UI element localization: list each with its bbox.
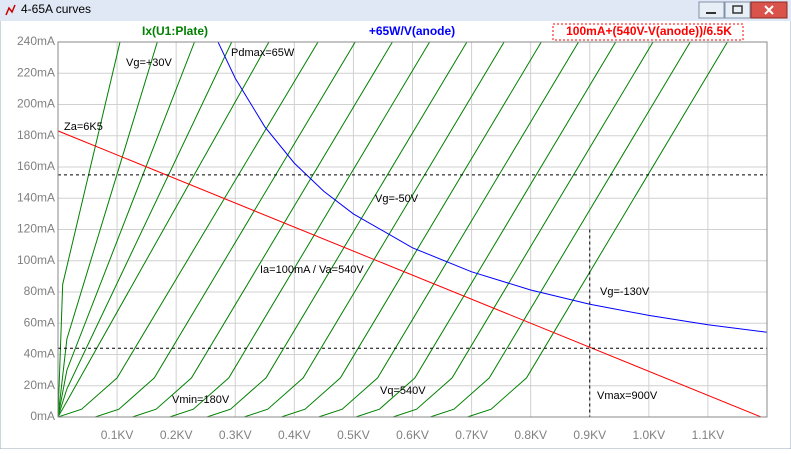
labels: 0.1KV 0.2KV 0.3KV 0.4KV 0.5KV 0.6KV 0.7KV 0.8KV… — [17, 23, 744, 442]
annotation: Vg=+30V — [126, 57, 173, 69]
y-tick-label: 60mA — [24, 315, 55, 329]
plate-curve — [58, 42, 270, 417]
close-icon — [764, 5, 774, 15]
minimize-button[interactable] — [698, 1, 725, 19]
x-tick-label: 0.3KV — [219, 428, 252, 442]
y-tick-label: 160mA — [17, 159, 55, 173]
x-tick-label: 0.1KV — [101, 428, 134, 442]
x-tick-label: 0.4KV — [278, 428, 311, 442]
y-tick-label: 220mA — [17, 65, 55, 79]
plate-curve — [467, 42, 728, 417]
y-tick-label: 140mA — [17, 190, 55, 204]
y-tick-label: 40mA — [24, 347, 55, 361]
annotation: Vg=-50V — [375, 193, 419, 205]
traces — [58, 42, 767, 417]
x-tick-label: 0.7KV — [455, 428, 488, 442]
app-icon — [5, 4, 16, 16]
plate-curve — [281, 42, 542, 417]
plate-curve — [58, 42, 233, 417]
plate-curve — [95, 42, 356, 417]
plate-curve — [206, 42, 468, 417]
x-tick-label: 0.9KV — [573, 428, 606, 442]
legend-entry: Ix(U1:Plate) — [142, 24, 208, 38]
y-tick-label: 180mA — [17, 128, 55, 142]
y-tick-label: 100mA — [17, 253, 55, 267]
restore-icon — [732, 5, 743, 14]
x-tick-label: 0.5KV — [337, 428, 370, 442]
y-tick-label: 0mA — [30, 409, 55, 423]
plate-curve — [169, 42, 431, 417]
restore-button[interactable] — [724, 1, 751, 19]
plate-curve — [355, 42, 617, 417]
x-tick-label: 1.0KV — [632, 428, 665, 442]
legend-entry: 100mA+(540V-V(anode))/6.5K — [566, 24, 732, 38]
x-tick-label: 0.8KV — [514, 428, 547, 442]
plate-curve — [318, 42, 579, 417]
window-buttons — [698, 1, 788, 19]
legend-entry: +65W/V(anode) — [369, 24, 455, 38]
y-tick-label: 200mA — [17, 97, 55, 111]
trace — [58, 130, 763, 417]
plate-curve — [392, 42, 654, 417]
annotation: Pdmax=65W — [231, 47, 295, 59]
x-tick-label: 1.1KV — [692, 428, 725, 442]
y-tick-label: 80mA — [24, 284, 55, 298]
trace — [217, 42, 767, 333]
window-title: 4-65A curves — [21, 2, 91, 16]
x-tick-label: 0.2KV — [160, 428, 193, 442]
annotation: Vmin=180V — [172, 394, 230, 406]
plate-curve — [430, 42, 691, 417]
y-tick-label: 240mA — [17, 34, 55, 48]
plate-curve — [243, 42, 505, 417]
plot-frame — [57, 41, 768, 418]
plate-curve — [58, 42, 319, 417]
x-tick-label: 0.6KV — [396, 428, 429, 442]
annotation: Vg=-130V — [600, 286, 650, 298]
plate-curve — [132, 42, 393, 417]
annotation: Za=6K5 — [64, 121, 103, 133]
legend-box — [552, 23, 744, 41]
annotation: Vmax=900V — [597, 390, 658, 402]
plate-curve — [58, 42, 121, 417]
annotation: Ia=100mA / Va=540V — [260, 264, 364, 276]
plate-curve — [58, 42, 158, 417]
plate-curve — [58, 42, 195, 417]
y-tick-label: 120mA — [17, 222, 55, 236]
title-bar — [0, 0, 791, 21]
y-tick-label: 20mA — [24, 378, 55, 392]
annotation: Vq=540V — [380, 385, 426, 397]
